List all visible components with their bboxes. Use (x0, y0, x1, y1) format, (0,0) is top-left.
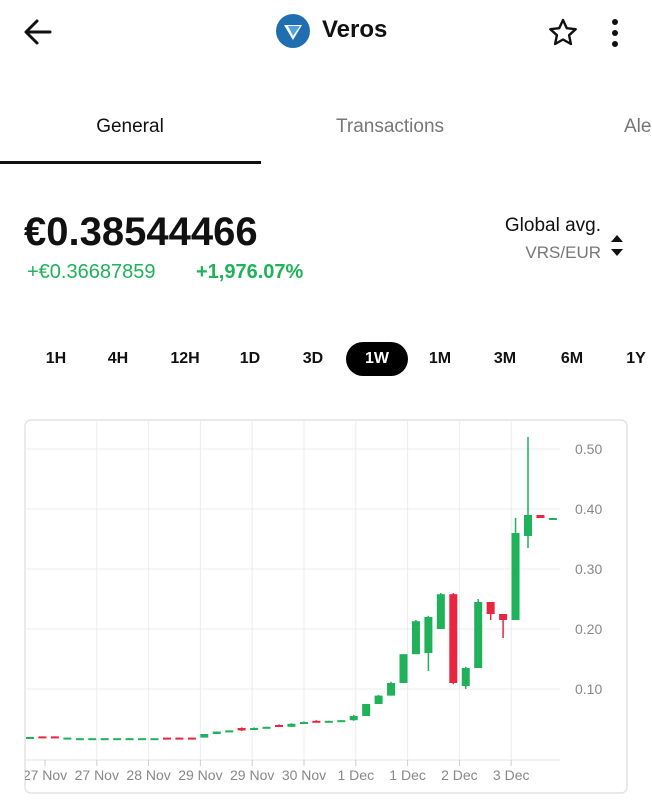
x-tick-label: 27 Nov (75, 767, 119, 783)
x-tick-label: 27 Nov (23, 767, 67, 783)
candle-body (138, 738, 147, 741)
x-tick-label: 29 Nov (230, 767, 274, 783)
candle-body (387, 683, 396, 696)
candle-body (162, 737, 171, 740)
candle-body (113, 738, 122, 741)
range-button[interactable]: 1W (346, 342, 408, 376)
candle-body (262, 726, 271, 729)
candle-body (250, 728, 259, 730)
candle-body (499, 614, 508, 620)
candle-body (536, 515, 545, 518)
candle-body (100, 738, 109, 741)
favorite-button[interactable] (547, 17, 579, 49)
candle-body (75, 738, 84, 741)
tab-indicator (0, 161, 261, 164)
candle-body (399, 654, 408, 683)
candle-body (150, 738, 159, 741)
x-tick-label: 1 Dec (338, 767, 375, 783)
range-button[interactable]: 1Y (626, 350, 646, 367)
range-button[interactable]: 3D (302, 350, 324, 367)
candle-body (175, 737, 184, 740)
price-change-percent: +1,976.07% (196, 261, 304, 283)
candle-body (225, 730, 234, 733)
candle-body (486, 602, 495, 614)
x-tick-label: 30 Nov (282, 767, 326, 783)
price: €0.38544466 (24, 210, 258, 254)
candle-body (511, 533, 520, 620)
chart-card (24, 419, 628, 794)
y-tick-label: 0.30 (575, 561, 602, 577)
coin-title: Veros (322, 16, 388, 43)
candle-body (411, 621, 420, 655)
x-tick-label: 1 Dec (389, 767, 426, 783)
candle-body (88, 738, 97, 741)
candle-body (548, 518, 557, 520)
candle-body (362, 704, 371, 716)
x-tick-label: 28 Nov (126, 767, 170, 783)
candle-body (461, 668, 470, 686)
x-tick-label: 29 Nov (178, 767, 222, 783)
candle-body (299, 722, 308, 724)
menu-button[interactable] (605, 17, 625, 49)
candle-body (125, 738, 134, 741)
back-button[interactable] (22, 16, 54, 48)
tab[interactable]: General (96, 116, 164, 137)
range-button[interactable]: 12H (170, 350, 200, 367)
candle-body (324, 720, 333, 723)
candle-body (374, 695, 383, 704)
tab[interactable]: Ale (624, 116, 652, 137)
candle-body (187, 737, 196, 740)
candle-body (436, 594, 445, 629)
candle-body (237, 728, 246, 731)
sort-icon[interactable] (609, 232, 625, 260)
candle-body (424, 617, 433, 653)
candle-body (337, 720, 346, 723)
candle-body (449, 594, 458, 683)
candle-body (275, 725, 283, 727)
x-tick-label: 3 Dec (493, 767, 530, 783)
range-button[interactable]: 1M (428, 350, 452, 367)
candle-body (200, 734, 209, 738)
tab[interactable]: Transactions (335, 116, 445, 137)
candle-body (50, 736, 59, 739)
candle-body (26, 737, 34, 739)
candle-body (287, 723, 296, 727)
candle-body (474, 602, 483, 668)
price-source[interactable]: Global avg. (504, 215, 601, 236)
y-tick-label: 0.50 (575, 441, 602, 457)
y-tick-label: 0.40 (575, 501, 602, 517)
candle-body (524, 515, 532, 536)
currency-pair[interactable]: VRS/EUR (525, 243, 601, 262)
candle-body (312, 720, 321, 723)
range-button[interactable]: 1D (239, 350, 261, 367)
y-tick-label: 0.10 (575, 681, 602, 697)
range-button[interactable]: 6M (560, 350, 584, 367)
coin-logo (276, 14, 310, 48)
candle-body (38, 736, 47, 739)
range-button[interactable]: 3M (493, 350, 517, 367)
range-button[interactable]: 4H (107, 350, 129, 367)
x-tick-label: 2 Dec (441, 767, 478, 783)
candle-body (212, 731, 221, 734)
candle-body (63, 737, 72, 740)
y-tick-label: 0.20 (575, 621, 602, 637)
range-button[interactable]: 1H (45, 350, 67, 367)
price-change: +€0.36687859 (27, 261, 156, 283)
candle-body (349, 716, 358, 721)
